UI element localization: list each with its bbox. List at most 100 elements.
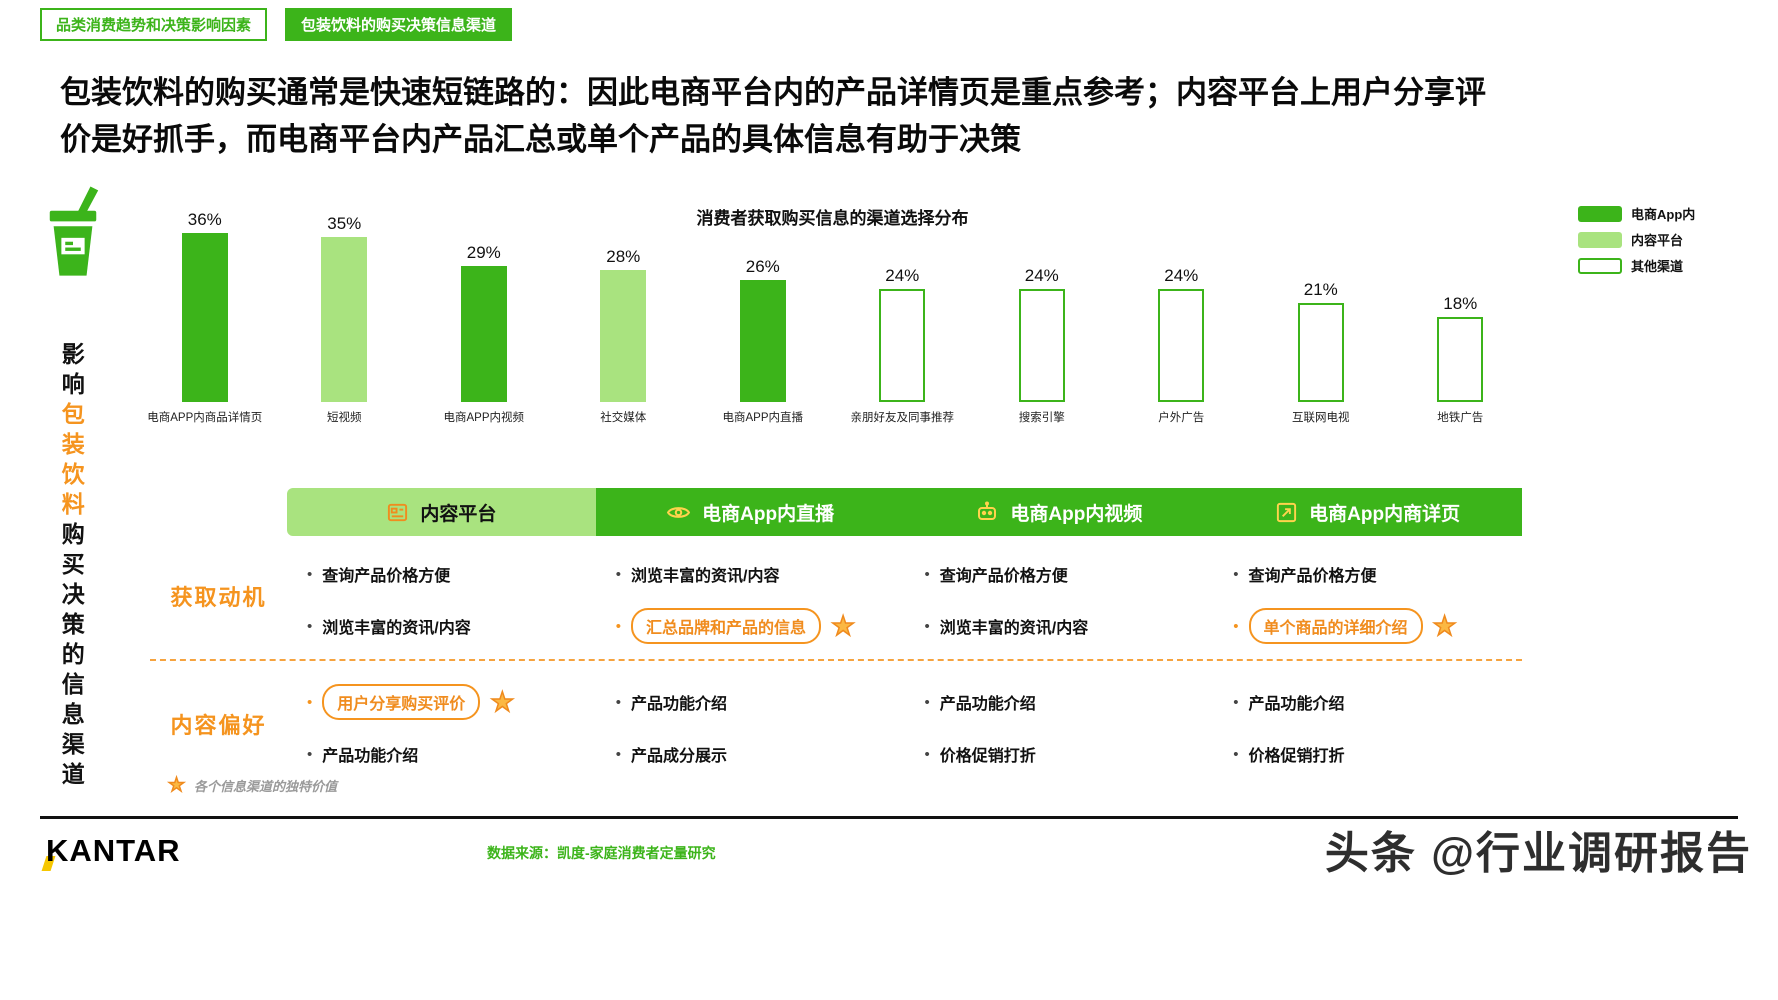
dashed-divider: [150, 659, 1522, 661]
bar-value-label: 36%: [187, 210, 222, 229]
tab-bar: 品类消费趋势和决策影响因素 包装饮料的购买决策信息渠道: [40, 8, 513, 41]
star-icon: ★: [830, 610, 856, 641]
column-header-label: 电商App内商详页: [1309, 503, 1461, 525]
watermark: 头条 @行业调研报告: [1324, 829, 1752, 878]
bar: [1158, 289, 1205, 402]
tab-packaged-beverage-channels[interactable]: 包装饮料的购买决策信息渠道: [285, 8, 513, 41]
legend-item: 其他渠道: [1578, 256, 1695, 275]
bar-category-label: 电商APP内直播: [722, 412, 803, 424]
cell-text: 产品功能介绍: [322, 748, 419, 765]
expand-detail-icon: [1275, 501, 1298, 524]
cell-text: 浏览丰富的资讯/内容: [939, 620, 1089, 637]
bar-chart: 消费者获取购买信息的渠道选择分布 36% 电商APP内商品详情页 35% 短视频 29%…: [135, 198, 1530, 424]
bar-category-label: 地铁广告: [1437, 412, 1484, 424]
highlight-pill: 汇总品牌和产品的信息: [631, 608, 822, 644]
tab-category-trends[interactable]: 品类消费趋势和决策影响因素: [40, 8, 268, 41]
bullet-dot: •: [615, 745, 622, 763]
column-header-label: 电商App内视频: [1010, 503, 1143, 525]
side-label-part3: 购买决策的信息渠道: [58, 522, 85, 792]
star-icon: ★: [167, 775, 186, 796]
bar-category-label: 电商APP内视频: [443, 412, 524, 424]
bullet-item: • 浏览丰富的资讯/内容: [616, 548, 897, 600]
column-header-label: 电商App内直播: [702, 503, 835, 525]
column-header: 电商App内视频: [904, 488, 1214, 536]
bullet-item: • 查询产品价格方便: [925, 548, 1206, 600]
footnote-text: 各个信息渠道的独特价值: [194, 779, 338, 794]
table-cell: • 查询产品价格方便 • 浏览丰富的资讯/内容: [905, 536, 1214, 656]
table-cell: • 产品功能介绍 • 价格促销打折: [905, 664, 1214, 784]
star-icon: ★: [490, 686, 516, 717]
bar-group: 36% 电商APP内商品详情页: [135, 198, 275, 424]
legend-label: 其他渠道: [1631, 259, 1684, 274]
chart-legend: 电商App内内容平台其他渠道: [1578, 204, 1695, 275]
star-icon: ★: [1432, 610, 1458, 641]
bullet-dot: •: [924, 693, 930, 711]
bullet-dot: •: [307, 617, 313, 635]
drink-cup-icon: [42, 183, 104, 288]
cell-text: 产品功能介绍: [1248, 696, 1345, 713]
table-cell: • 用户分享购买评价 ★ • 产品功能介绍: [287, 664, 596, 784]
bar-group: 26% 电商APP内直播: [693, 198, 833, 424]
bullet-item: • 汇总品牌和产品的信息 ★: [616, 600, 897, 652]
bar: [1437, 317, 1484, 402]
side-label-part1: 影响: [58, 342, 85, 402]
bullet-dot: •: [307, 565, 313, 583]
bullet-dot: •: [615, 693, 622, 711]
column-header-label: 内容平台: [420, 503, 497, 525]
bullet-item: • 查询产品价格方便: [307, 548, 588, 600]
bullet-dot: •: [924, 617, 930, 635]
bar-group: 21% 互联网电视: [1251, 198, 1391, 424]
bar-category-label: 社交媒体: [600, 412, 647, 424]
header-spacer: [150, 488, 287, 536]
bar-value-label: 24%: [1024, 266, 1059, 285]
cell-text: 浏览丰富的资讯/内容: [322, 620, 471, 637]
page-title: 包装饮料的购买通常是快速短链路的：因此电商平台内的产品详情页是重点参考；内容平台…: [60, 75, 1486, 157]
legend-swatch: [1578, 257, 1622, 274]
cell-text: 产品成分展示: [631, 748, 728, 765]
bullet-item: • 单个商品的详细介绍 ★: [1233, 600, 1514, 652]
highlight-pill: 单个商品的详细介绍: [1248, 608, 1423, 644]
cell-text: 产品功能介绍: [631, 696, 728, 713]
bullet-dot: •: [1233, 745, 1239, 763]
bullet-item: • 产品功能介绍: [616, 676, 897, 728]
cell-text: 价格促销打折: [1248, 748, 1345, 765]
bar-category-label: 户外广告: [1158, 412, 1205, 424]
legend-swatch: [1578, 231, 1622, 248]
bar-category-label: 短视频: [327, 412, 362, 424]
bullet-item: • 产品功能介绍: [307, 728, 588, 780]
bullet-dot: •: [1233, 617, 1239, 635]
row-label: 获取动机: [170, 585, 267, 610]
legend-label: 内容平台: [1631, 233, 1684, 248]
footnote: ★ 各个信息渠道的独特价值: [167, 775, 338, 796]
cell-text: 查询产品价格方便: [939, 568, 1068, 585]
comparison-table: 内容平台 电商App内直播 电商App内视频 电商App内商详页 获取动机 • 查询产品价…: [150, 488, 1522, 784]
highlight-pill: 用户分享购买评价: [322, 684, 481, 720]
bullet-item: • 价格促销打折: [1233, 728, 1514, 780]
bar-category-label: 互联网电视: [1292, 412, 1350, 424]
table-body: 获取动机 • 查询产品价格方便 • 浏览丰富的资讯/内容 • 浏览丰富的资讯/内容 • 汇总品牌…: [150, 536, 1522, 784]
bar-value-label: 18%: [1443, 294, 1478, 313]
bar: [460, 266, 507, 402]
bar-value-label: 28%: [606, 247, 641, 266]
bar-category-label: 搜索引擎: [1018, 412, 1065, 424]
bullet-item: • 产品功能介绍: [925, 676, 1206, 728]
table-row: 获取动机 • 查询产品价格方便 • 浏览丰富的资讯/内容 • 浏览丰富的资讯/内容 • 汇总品牌…: [150, 536, 1522, 656]
bar-value-label: 21%: [1303, 280, 1338, 299]
bar: [600, 270, 647, 402]
legend-swatch: [1578, 205, 1622, 222]
bullet-item: • 产品成分展示: [616, 728, 897, 780]
bullet-dot: •: [615, 617, 622, 635]
table-header-row: 内容平台 电商App内直播 电商App内视频 电商App内商详页: [150, 488, 1522, 536]
bar: [1018, 289, 1065, 402]
bullet-item: • 用户分享购买评价 ★: [307, 676, 588, 728]
bar-value-label: 24%: [1164, 266, 1199, 285]
table-cell: • 产品功能介绍 • 产品成分展示: [596, 664, 905, 784]
live-eye-icon: [666, 500, 691, 525]
row-label: 内容偏好: [170, 713, 267, 738]
bullet-item: • 查询产品价格方便: [1233, 548, 1514, 600]
bar-value-label: 24%: [885, 266, 920, 285]
legend-item: 电商App内: [1578, 204, 1695, 223]
data-source: 数据来源：凯度-家庭消费者定量研究: [487, 845, 716, 861]
footer-divider: [40, 816, 1738, 819]
